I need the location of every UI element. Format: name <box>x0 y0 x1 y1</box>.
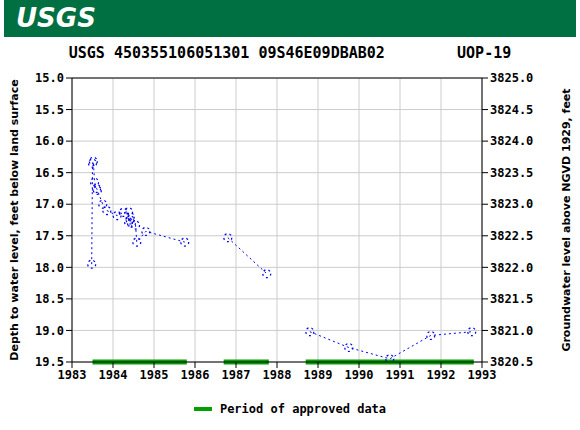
svg-text:17.0: 17.0 <box>35 197 64 211</box>
html-text:Depth to water level, feet bel: Depth to water level, feet below land su… <box>7 79 21 361</box>
html-text:USGS 450355106051301 09S46E09D: USGS 450355106051301 09S46E09DBAB02 UOP-… <box>68 44 512 62</box>
svg-text:1991: 1991 <box>386 368 415 382</box>
svg-text:3820.5: 3820.5 <box>490 355 533 369</box>
html-text:Period of approved data: Period of approved data <box>219 402 387 416</box>
svg-text:1989: 1989 <box>304 368 333 382</box>
svg-text:15.0: 15.0 <box>35 71 64 85</box>
svg-text:3822.0: 3822.0 <box>490 261 533 275</box>
svg-text:16.0: 16.0 <box>35 134 64 148</box>
svg-text:18.5: 18.5 <box>35 292 64 306</box>
svg-text:1983: 1983 <box>58 368 87 382</box>
svg-text:1985: 1985 <box>140 368 169 382</box>
svg-text:1986: 1986 <box>181 368 210 382</box>
svg-text:1990: 1990 <box>345 368 374 382</box>
svg-text:1993: 1993 <box>468 368 497 382</box>
svg-text:17.5: 17.5 <box>35 229 64 243</box>
svg-text:3824.0: 3824.0 <box>490 134 533 148</box>
svg-text:16.5: 16.5 <box>35 166 64 180</box>
svg-text:1984: 1984 <box>99 368 128 382</box>
html-text:USGS: USGS <box>16 3 96 33</box>
svg-text:1988: 1988 <box>263 368 292 382</box>
svg-text:3821.5: 3821.5 <box>490 292 533 306</box>
svg-text:3822.5: 3822.5 <box>490 229 533 243</box>
svg-text:1992: 1992 <box>427 368 456 382</box>
svg-text:19.5: 19.5 <box>35 355 64 369</box>
svg-text:3823.0: 3823.0 <box>490 197 533 211</box>
svg-text:19.0: 19.0 <box>35 324 64 338</box>
svg-text:3824.5: 3824.5 <box>490 103 533 117</box>
html-text:Groundwater level above NGVD 1: Groundwater level above NGVD 1929, feet <box>559 88 573 352</box>
svg-text:3825.0: 3825.0 <box>490 71 533 85</box>
svg-text:1987: 1987 <box>222 368 251 382</box>
svg-text:18.0: 18.0 <box>35 261 64 275</box>
svg-text:3821.0: 3821.0 <box>490 324 533 338</box>
svg-text:3823.5: 3823.5 <box>490 166 533 180</box>
svg-text:15.5: 15.5 <box>35 103 64 117</box>
